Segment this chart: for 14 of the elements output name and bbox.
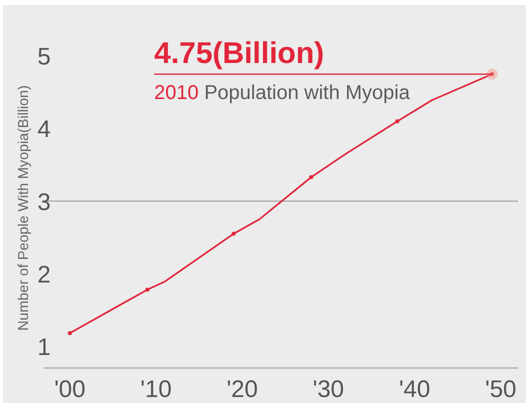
- y-axis-title: Number of People With Myopia(Billion): [16, 85, 32, 331]
- annotation: 2010 Population with Myopia: [154, 82, 411, 104]
- y-tick-label: 1: [37, 334, 51, 361]
- x-tick-label: '40: [398, 376, 430, 403]
- y-tick-label: 2: [37, 261, 51, 288]
- y-tick-label: 3: [37, 188, 51, 216]
- x-tick-label: '30: [312, 376, 344, 403]
- x-tick-label: '50: [485, 376, 516, 403]
- x-tick-label: '00: [54, 376, 86, 403]
- x-tick-label: '10: [140, 376, 172, 403]
- annotation: 4.75(Billion): [154, 37, 324, 70]
- y-tick-label: 4: [37, 116, 51, 144]
- x-tick-label: '20: [226, 376, 258, 403]
- y-tick-label: 5: [37, 44, 51, 71]
